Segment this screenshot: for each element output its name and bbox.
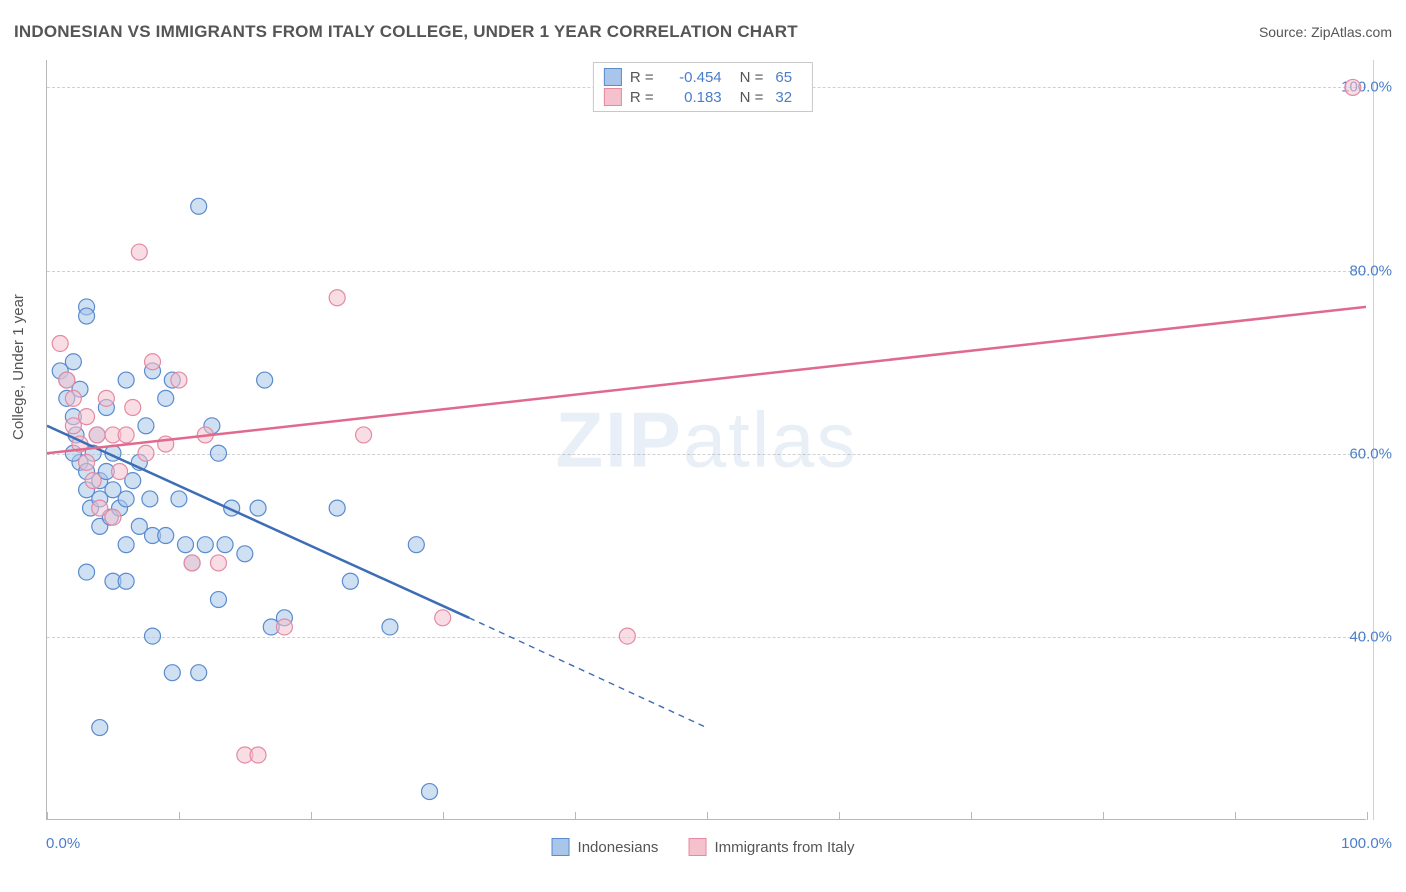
- legend-swatch: [688, 838, 706, 856]
- scatter-point: [408, 537, 424, 553]
- scatter-point: [435, 610, 451, 626]
- legend-swatch: [604, 88, 622, 106]
- scatter-point: [145, 354, 161, 370]
- scatter-point: [191, 665, 207, 681]
- r-value: -0.454: [666, 69, 722, 86]
- series-legend-label: Indonesians: [578, 839, 659, 856]
- scatter-point: [382, 619, 398, 635]
- legend-swatch: [604, 68, 622, 86]
- scatter-point: [257, 372, 273, 388]
- scatter-point: [118, 427, 134, 443]
- scatter-point: [171, 372, 187, 388]
- trend-line-extrapolated: [469, 618, 706, 728]
- x-axis-max-label: 100.0%: [1341, 835, 1392, 852]
- scatter-point: [197, 537, 213, 553]
- scatter-point: [158, 390, 174, 406]
- scatter-point: [112, 464, 128, 480]
- scatter-point: [1345, 79, 1361, 95]
- trend-line: [47, 307, 1366, 453]
- x-axis-min-label: 0.0%: [46, 835, 80, 852]
- chart-svg: [47, 60, 1366, 819]
- r-value: 0.183: [666, 89, 722, 106]
- correlation-legend: R = -0.454 N = 65 R = 0.183 N = 32: [593, 62, 813, 112]
- scatter-point: [145, 628, 161, 644]
- scatter-point: [210, 555, 226, 571]
- scatter-point: [89, 427, 105, 443]
- n-label: N =: [740, 89, 764, 106]
- scatter-point: [217, 537, 233, 553]
- scatter-point: [356, 427, 372, 443]
- n-value: 32: [775, 89, 792, 106]
- source-value: ZipAtlas.com: [1311, 24, 1392, 40]
- scatter-point: [118, 573, 134, 589]
- right-axis-line: [1373, 60, 1374, 820]
- series-legend-label: Immigrants from Italy: [714, 839, 854, 856]
- source-attribution: Source: ZipAtlas.com: [1259, 24, 1392, 40]
- scatter-point: [250, 500, 266, 516]
- scatter-point: [79, 409, 95, 425]
- x-axis-tick: [1367, 812, 1368, 820]
- scatter-point: [158, 528, 174, 544]
- scatter-point: [131, 244, 147, 260]
- scatter-point: [105, 509, 121, 525]
- series-legend-item: Immigrants from Italy: [688, 838, 854, 856]
- scatter-point: [118, 537, 134, 553]
- scatter-point: [118, 372, 134, 388]
- scatter-point: [65, 354, 81, 370]
- header: INDONESIAN VS IMMIGRANTS FROM ITALY COLL…: [14, 22, 1392, 42]
- scatter-point: [619, 628, 635, 644]
- scatter-point: [138, 418, 154, 434]
- scatter-point: [98, 390, 114, 406]
- scatter-point: [184, 555, 200, 571]
- scatter-point: [171, 491, 187, 507]
- correlation-legend-row: R = 0.183 N = 32: [604, 87, 802, 107]
- plot-area: ZIPatlas: [46, 60, 1366, 820]
- scatter-point: [191, 198, 207, 214]
- scatter-point: [210, 592, 226, 608]
- legend-swatch: [552, 838, 570, 856]
- r-label: R =: [630, 89, 654, 106]
- scatter-point: [138, 445, 154, 461]
- scatter-point: [118, 491, 134, 507]
- scatter-point: [85, 473, 101, 489]
- n-label: N =: [740, 69, 764, 86]
- scatter-point: [237, 546, 253, 562]
- scatter-point: [342, 573, 358, 589]
- n-value: 65: [775, 69, 792, 86]
- scatter-point: [125, 400, 141, 416]
- chart-title: INDONESIAN VS IMMIGRANTS FROM ITALY COLL…: [14, 22, 798, 42]
- series-legend-item: Indonesians: [552, 838, 659, 856]
- scatter-point: [276, 619, 292, 635]
- scatter-point: [65, 390, 81, 406]
- r-label: R =: [630, 69, 654, 86]
- scatter-point: [250, 747, 266, 763]
- correlation-legend-row: R = -0.454 N = 65: [604, 67, 802, 87]
- source-label: Source:: [1259, 24, 1307, 40]
- y-axis-title: College, Under 1 year: [10, 294, 27, 440]
- series-legend: Indonesians Immigrants from Italy: [552, 838, 855, 856]
- scatter-point: [422, 784, 438, 800]
- scatter-point: [59, 372, 75, 388]
- scatter-point: [164, 665, 180, 681]
- scatter-point: [92, 720, 108, 736]
- scatter-point: [329, 290, 345, 306]
- scatter-point: [79, 564, 95, 580]
- scatter-point: [329, 500, 345, 516]
- scatter-point: [142, 491, 158, 507]
- scatter-point: [178, 537, 194, 553]
- scatter-point: [79, 454, 95, 470]
- scatter-point: [52, 335, 68, 351]
- scatter-point: [79, 308, 95, 324]
- scatter-point: [210, 445, 226, 461]
